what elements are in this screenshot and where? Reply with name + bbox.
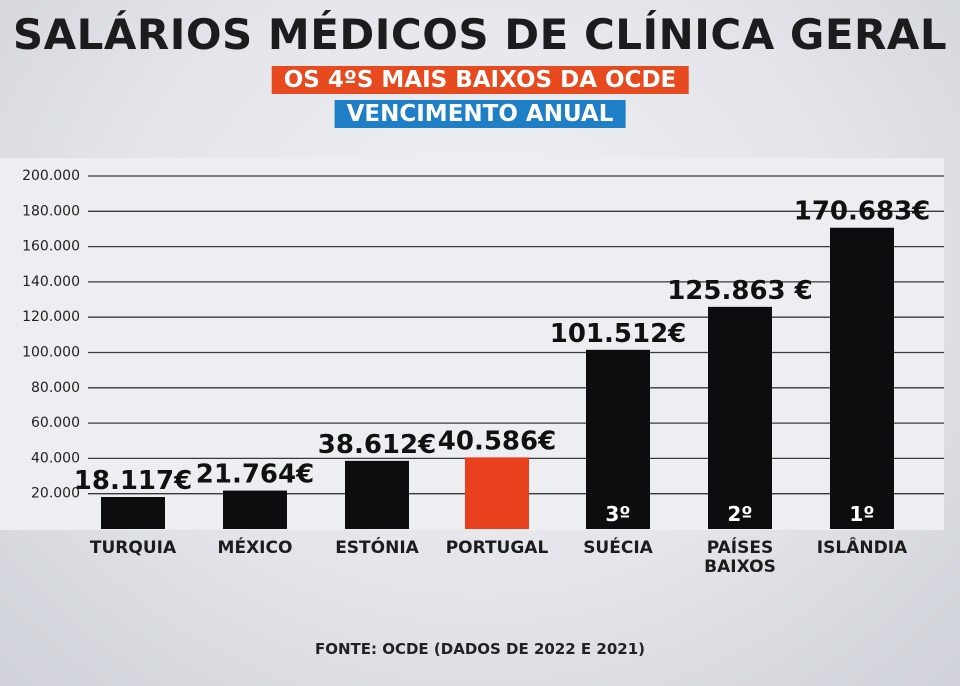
data-label: 40.586€ bbox=[438, 426, 556, 456]
category-label: PAÍSES bbox=[707, 536, 773, 558]
rank-label: 2º bbox=[727, 502, 752, 526]
bar bbox=[345, 460, 409, 529]
chart-subtitle-blue: VENCIMENTO ANUAL bbox=[334, 100, 626, 128]
y-tick-label: 200.000 bbox=[22, 168, 80, 184]
y-tick-label: 40.000 bbox=[31, 450, 80, 466]
source-note: FONTE: OCDE (DADOS DE 2022 E 2021) bbox=[314, 640, 646, 658]
y-tick-label: 120.000 bbox=[22, 309, 80, 325]
category-label: SUÉCIA bbox=[583, 536, 653, 558]
category-label: MÉXICO bbox=[218, 536, 293, 558]
bar bbox=[465, 457, 529, 529]
y-tick-label: 80.000 bbox=[31, 380, 80, 396]
data-label: 170.683€ bbox=[794, 197, 931, 227]
y-tick-label: 60.000 bbox=[31, 415, 80, 431]
category-label: ISLÂNDIA bbox=[817, 536, 908, 558]
data-label: 101.512€ bbox=[550, 319, 687, 349]
y-tick-label: 100.000 bbox=[22, 345, 80, 361]
data-label: 125.863 € bbox=[667, 276, 813, 306]
y-tick-label: 160.000 bbox=[22, 239, 80, 255]
category-label: BAIXOS bbox=[704, 557, 776, 577]
data-label: 21.764€ bbox=[196, 460, 314, 490]
bar bbox=[830, 227, 894, 529]
bar bbox=[586, 349, 650, 529]
data-label: 38.612€ bbox=[318, 430, 436, 460]
chart-title: SALÁRIOS MÉDICOS DE CLÍNICA GERAL bbox=[12, 10, 948, 59]
y-tick-label: 140.000 bbox=[22, 274, 80, 290]
y-tick-label: 180.000 bbox=[22, 203, 80, 219]
category-label: ESTÓNIA bbox=[335, 536, 419, 558]
bar bbox=[708, 306, 772, 529]
category-label: TURQUIA bbox=[90, 538, 177, 558]
bar bbox=[101, 497, 165, 529]
bar bbox=[223, 490, 287, 529]
rank-label: 3º bbox=[605, 502, 630, 526]
chart-subtitle-orange: OS 4ºS MAIS BAIXOS DA OCDE bbox=[271, 66, 689, 94]
y-tick-label: 20.000 bbox=[31, 486, 80, 502]
rank-label: 1º bbox=[849, 502, 874, 526]
data-label: 18.117€ bbox=[74, 466, 192, 496]
category-label: PORTUGAL bbox=[446, 538, 549, 558]
